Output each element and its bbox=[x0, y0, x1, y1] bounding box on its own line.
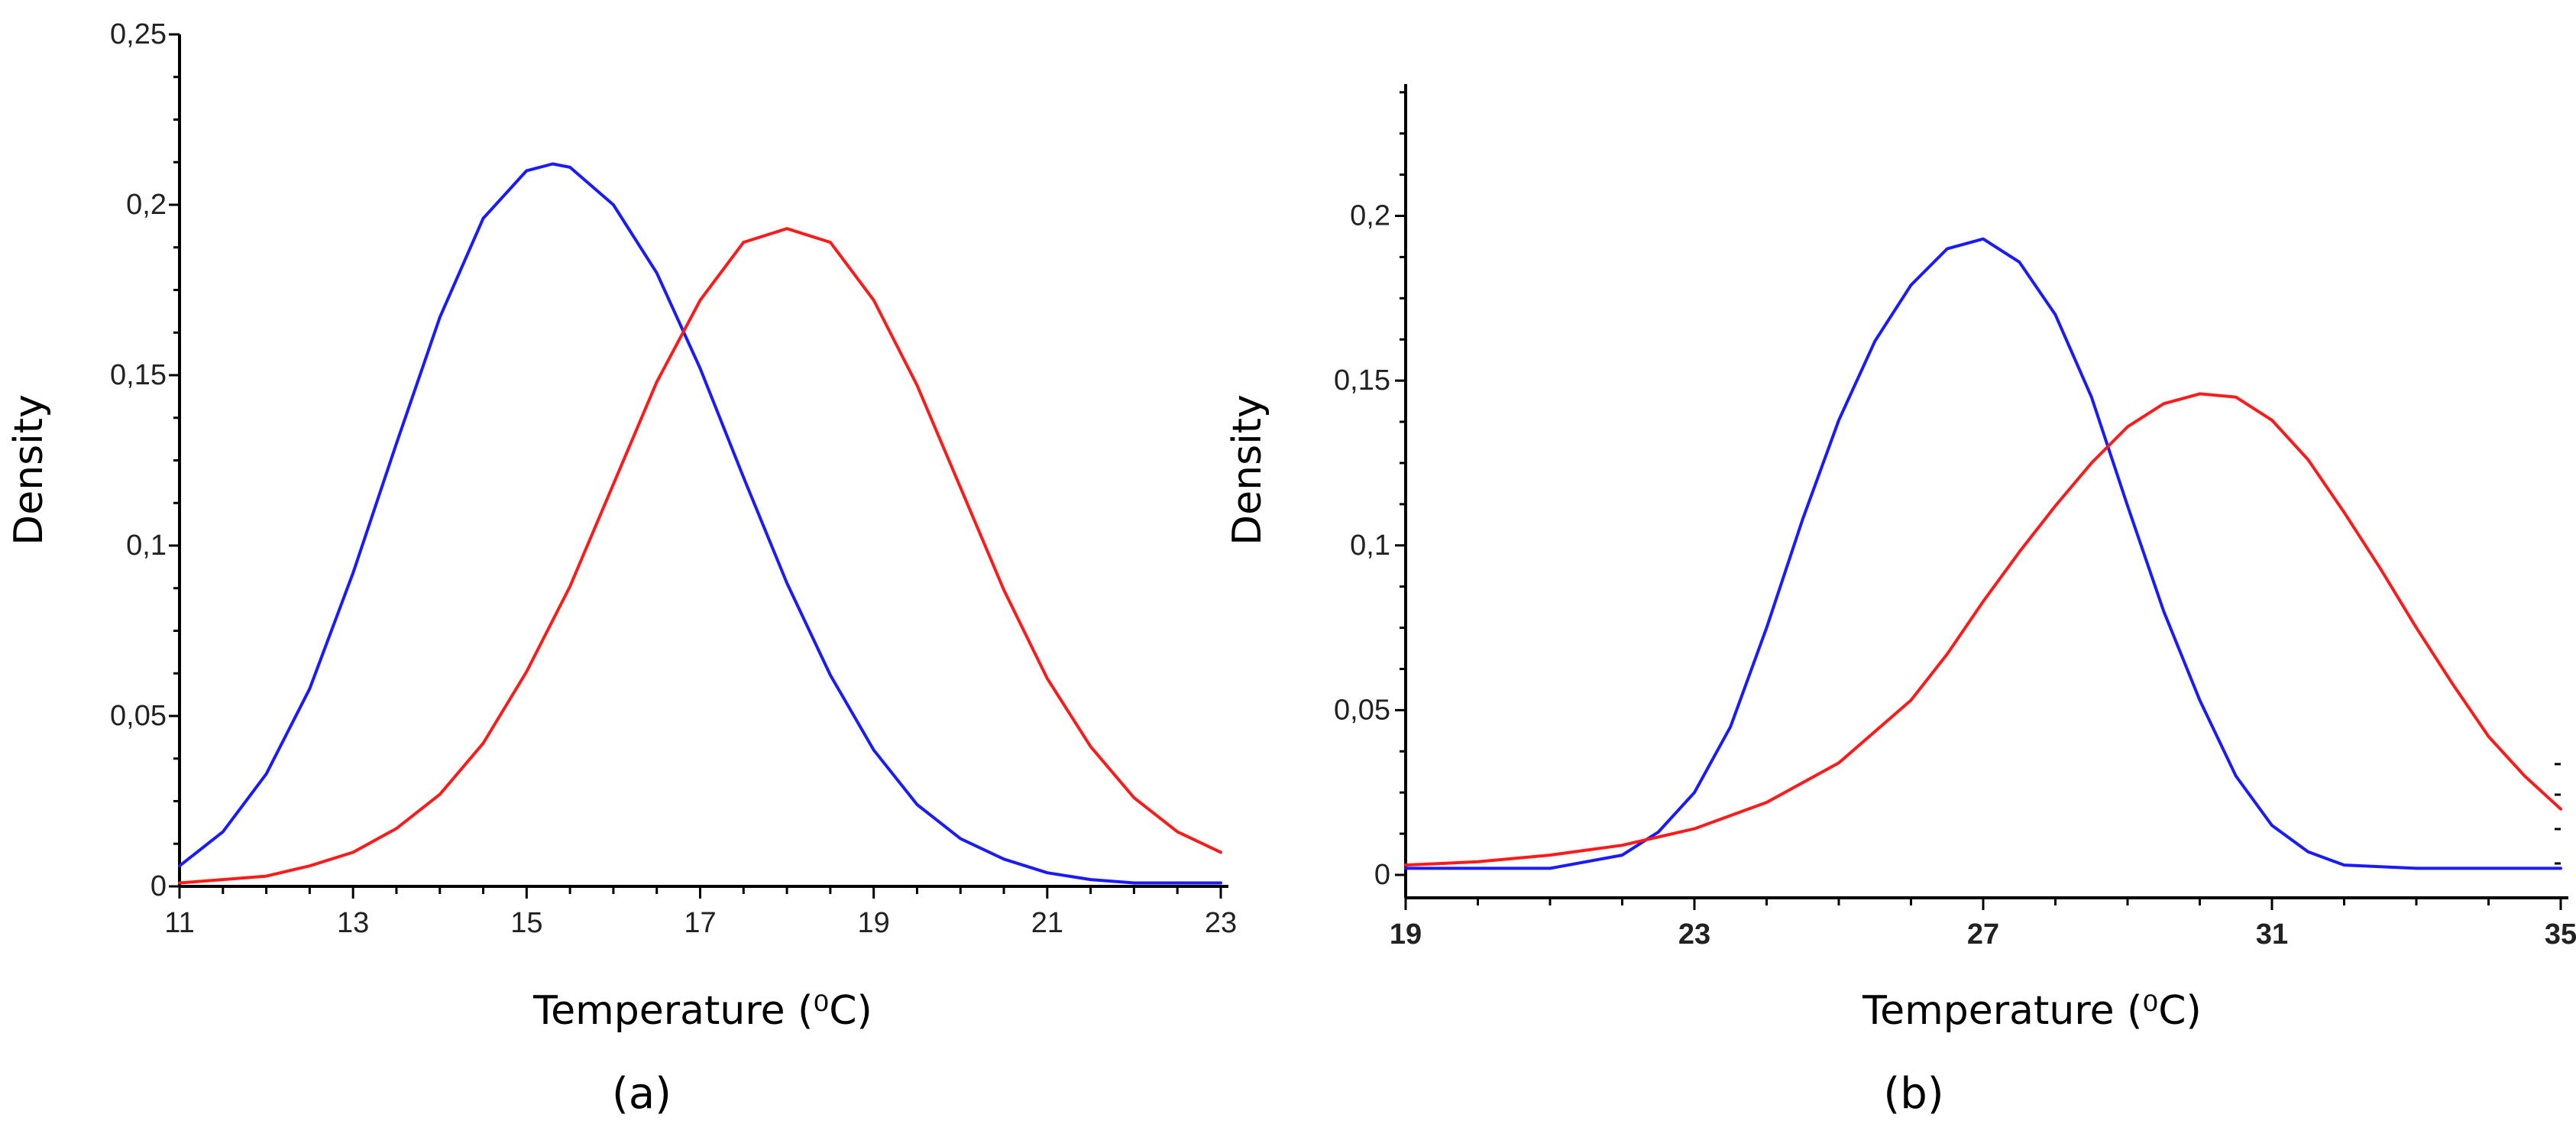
x-tick-label: 21 bbox=[1031, 907, 1063, 939]
panel-label: (a) bbox=[612, 1069, 672, 1119]
x-tick-label: 27 bbox=[1967, 918, 1999, 951]
x-tick-label: 11 bbox=[164, 907, 194, 939]
x-tick-label: 19 bbox=[1390, 918, 1422, 951]
x-tick-label: 31 bbox=[2256, 918, 2288, 951]
x-tick-label: 23 bbox=[1678, 918, 1710, 951]
y-axis-title: Density bbox=[1225, 394, 1270, 546]
y-tick-label: 0,15 bbox=[110, 359, 167, 391]
y-tick-label: 0 bbox=[1374, 859, 1390, 891]
x-tick-label: 19 bbox=[858, 907, 890, 939]
chart-panel-b: 0 0,05 0,1 0,15 0,2 19 23 27 31 35 Temperature (⁰C… bbox=[1225, 84, 2576, 1119]
series-line-red bbox=[178, 227, 1222, 885]
x-axis-title: Temperature (⁰C) bbox=[532, 988, 872, 1034]
x-axis-title: Temperature (⁰C) bbox=[1862, 988, 2202, 1034]
y-tick-label: 0,1 bbox=[1350, 530, 1390, 562]
y-tick-label: 0,2 bbox=[126, 189, 167, 221]
x-tick-label: 35 bbox=[2545, 918, 2576, 951]
series-line-blue bbox=[1404, 237, 2562, 870]
x-tick-label: 23 bbox=[1205, 907, 1237, 939]
y-tick-label: 0 bbox=[150, 870, 167, 902]
x-tick-label: 17 bbox=[684, 907, 716, 939]
x-tick-label: 13 bbox=[337, 907, 369, 939]
y-tick-label: 0,15 bbox=[1334, 364, 1390, 397]
y-tick-label: 0,05 bbox=[1334, 694, 1390, 726]
x-tick-label: 15 bbox=[510, 907, 542, 939]
y-axis-title: Density bbox=[6, 394, 52, 546]
panel-label: (b) bbox=[1883, 1069, 1943, 1119]
y-tick-label: 0,2 bbox=[1350, 200, 1390, 232]
series-line-blue bbox=[178, 162, 1222, 885]
chart-panel-a: 0 0,05 0,1 0,15 0,2 0,25 11 13 15 17 19 21 23 Tempera… bbox=[6, 18, 1237, 1119]
y-tick-label: 0,1 bbox=[126, 530, 167, 562]
series-line-red bbox=[1404, 392, 2562, 867]
y-tick-label: 0,25 bbox=[110, 18, 167, 50]
y-tick-label: 0,05 bbox=[110, 700, 167, 732]
